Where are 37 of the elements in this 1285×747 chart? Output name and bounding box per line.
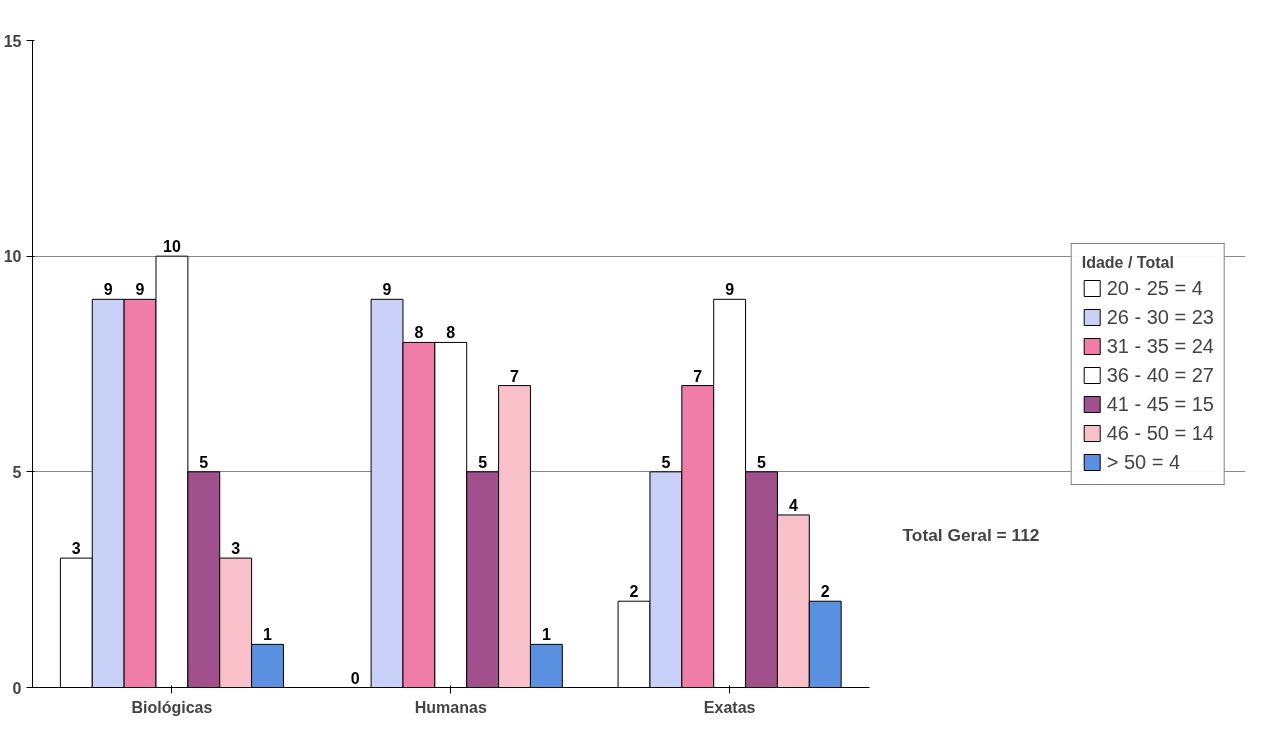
legend-label: > 50 = 4	[1106, 450, 1181, 474]
x-tick-label: Biológicas	[131, 698, 213, 716]
legend-label: 20 - 25 = 4	[1106, 276, 1203, 300]
data-label: 9	[103, 281, 113, 299]
data-label: 3	[231, 540, 241, 558]
legend-label: 36 - 40 = 27	[1106, 363, 1214, 387]
text: Total Geral = 112	[902, 525, 1040, 546]
data-label: 8	[414, 324, 424, 342]
data-label: 9	[382, 281, 392, 299]
data-label: 0	[350, 669, 360, 687]
data-label: 5	[478, 453, 488, 471]
y-tick-label: 0	[12, 679, 22, 697]
y-tick-label: 5	[12, 463, 22, 481]
data-label: 1	[263, 626, 273, 644]
x-tick-label: Humanas	[414, 698, 487, 716]
data-label: 5	[661, 453, 671, 471]
data-label: 5	[199, 453, 209, 471]
data-label: 5	[757, 453, 767, 471]
data-label: 8	[446, 324, 456, 342]
y-tick-label: 10	[3, 248, 22, 266]
data-label: 3	[71, 540, 81, 558]
data-label: 7	[693, 367, 703, 385]
data-label: 2	[629, 583, 639, 601]
legend-label: 41 - 45 = 15	[1106, 392, 1214, 416]
legend-label: 31 - 35 = 24	[1106, 334, 1214, 358]
data-label: 10	[163, 238, 181, 256]
data-label: 1	[541, 626, 551, 644]
legend-label: 46 - 50 = 14	[1106, 421, 1214, 445]
x-tick-label: Exatas	[703, 698, 756, 716]
y-tick-label: 15	[3, 32, 22, 50]
data-label: 4	[788, 496, 798, 514]
legend-title: Idade / Total	[1081, 253, 1175, 272]
data-label: 2	[820, 583, 830, 601]
data-label: 9	[725, 281, 735, 299]
legend-label: 26 - 30 = 23	[1106, 305, 1214, 329]
data-label: 7	[510, 367, 520, 385]
data-label: 9	[135, 281, 145, 299]
